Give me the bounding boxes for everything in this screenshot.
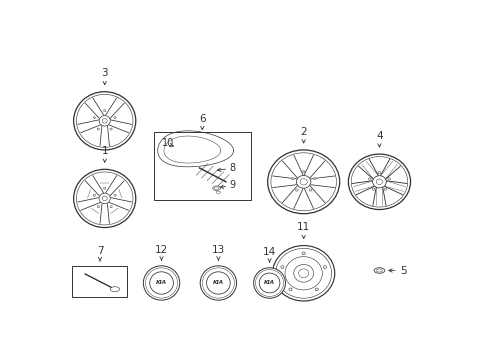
Text: 4: 4 <box>375 131 382 141</box>
Ellipse shape <box>253 268 285 298</box>
Ellipse shape <box>373 268 384 273</box>
Ellipse shape <box>200 266 236 300</box>
Text: 11: 11 <box>296 222 310 232</box>
Ellipse shape <box>103 109 105 112</box>
Ellipse shape <box>313 177 315 180</box>
Ellipse shape <box>143 266 180 300</box>
Ellipse shape <box>280 266 284 269</box>
Ellipse shape <box>216 191 220 193</box>
Ellipse shape <box>300 179 306 185</box>
Text: 13: 13 <box>211 245 224 255</box>
Ellipse shape <box>99 116 110 126</box>
Text: 3: 3 <box>101 68 108 78</box>
Ellipse shape <box>372 176 386 188</box>
Ellipse shape <box>114 117 116 119</box>
Ellipse shape <box>384 188 386 190</box>
Ellipse shape <box>114 194 116 196</box>
Text: 8: 8 <box>229 163 235 173</box>
Ellipse shape <box>93 194 95 196</box>
Ellipse shape <box>368 178 370 180</box>
Text: 12: 12 <box>155 245 168 255</box>
Text: 1: 1 <box>101 146 108 156</box>
Ellipse shape <box>212 186 220 190</box>
Ellipse shape <box>387 178 389 180</box>
Ellipse shape <box>110 128 112 130</box>
Ellipse shape <box>308 189 311 191</box>
Bar <box>72 266 127 297</box>
Text: 6: 6 <box>199 114 205 123</box>
Ellipse shape <box>102 118 107 123</box>
Text: KIA: KIA <box>264 280 275 285</box>
Text: KIA: KIA <box>156 280 167 285</box>
Ellipse shape <box>302 171 305 173</box>
Ellipse shape <box>288 288 291 291</box>
Ellipse shape <box>149 272 173 294</box>
Text: 5: 5 <box>400 266 406 275</box>
Ellipse shape <box>110 206 112 208</box>
Ellipse shape <box>371 188 374 190</box>
Bar <box>154 132 250 200</box>
Ellipse shape <box>93 117 95 119</box>
Text: KIA: KIA <box>212 280 224 285</box>
Ellipse shape <box>99 193 110 204</box>
Ellipse shape <box>376 179 382 185</box>
Ellipse shape <box>302 252 305 255</box>
Ellipse shape <box>103 187 105 189</box>
Ellipse shape <box>206 272 230 294</box>
Ellipse shape <box>291 177 293 180</box>
Ellipse shape <box>110 287 120 292</box>
Ellipse shape <box>296 175 310 188</box>
Ellipse shape <box>97 206 99 208</box>
Text: 9: 9 <box>229 180 235 190</box>
Text: 2: 2 <box>300 127 306 136</box>
Ellipse shape <box>377 172 380 174</box>
Text: 14: 14 <box>263 247 276 257</box>
Ellipse shape <box>102 196 107 201</box>
Ellipse shape <box>295 189 298 191</box>
Text: 7: 7 <box>97 246 103 256</box>
Ellipse shape <box>97 128 99 130</box>
Text: 10: 10 <box>162 138 174 148</box>
Ellipse shape <box>315 288 318 291</box>
Ellipse shape <box>259 273 279 293</box>
Ellipse shape <box>323 266 326 269</box>
